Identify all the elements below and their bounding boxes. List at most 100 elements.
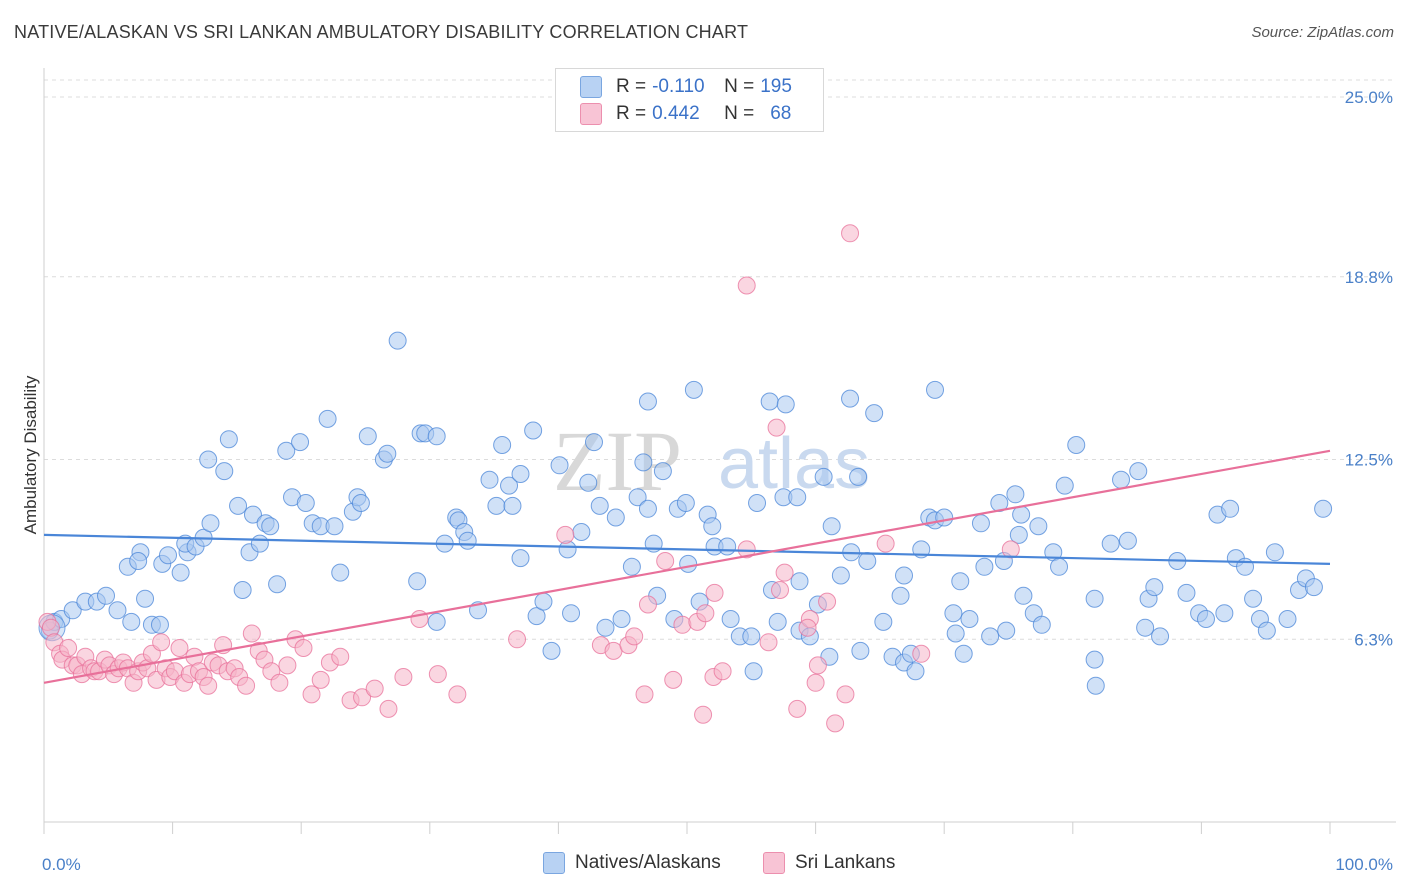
native-point — [1215, 604, 1234, 623]
native-point — [199, 450, 218, 469]
native-point — [851, 641, 870, 660]
native-point — [233, 581, 252, 599]
srilankan-point — [694, 705, 713, 724]
srilankan-point — [705, 583, 724, 602]
legend-row-srilankans: R = 0.442 N = 68 — [556, 101, 791, 127]
native-point — [215, 462, 234, 481]
bottom-legend-swatch-pink — [763, 852, 785, 874]
native-point — [858, 552, 877, 570]
native-point — [63, 601, 82, 620]
native-point — [760, 392, 779, 411]
native-point — [790, 572, 809, 591]
srilankan-point — [170, 639, 189, 657]
series-sri-lankans — [38, 224, 1020, 733]
native-point — [1136, 618, 1155, 637]
srilankan-point — [199, 676, 218, 695]
native-point — [500, 476, 519, 495]
native-point — [744, 662, 763, 681]
native-point — [129, 552, 148, 570]
native-point — [1177, 583, 1196, 602]
native-point — [1118, 531, 1137, 550]
srilankan-point — [775, 563, 794, 582]
native-point — [822, 517, 841, 536]
native-point — [97, 586, 116, 605]
srilankan-point — [912, 644, 931, 663]
legend-swatch-blue — [580, 76, 602, 98]
srilankan-point — [1001, 540, 1020, 559]
native-point — [1278, 610, 1297, 628]
native-point — [296, 494, 315, 512]
y-tick-label: 6.3% — [1354, 630, 1393, 649]
srilankan-point — [788, 699, 807, 718]
native-point — [331, 563, 350, 582]
srilankan-point — [713, 662, 732, 681]
native-point — [572, 523, 591, 541]
native-point — [865, 404, 884, 423]
axes — [43, 68, 1396, 834]
bottom-legend-swatch-blue — [543, 852, 565, 874]
native-point — [1055, 476, 1074, 495]
srilankan-point — [448, 685, 467, 704]
native-point — [1006, 485, 1025, 504]
correlation-legend: R = -0.110 N = 195 R = 0.442 N = 68 — [555, 68, 824, 132]
native-point — [960, 610, 979, 628]
srilankan-point — [806, 673, 825, 692]
native-point — [1265, 543, 1284, 562]
chart-title: NATIVE/ALASKAN VS SRI LANKAN AMBULATORY … — [14, 22, 749, 42]
native-point — [524, 421, 543, 440]
native-point — [250, 534, 269, 553]
srilankan-point — [818, 592, 837, 611]
native-point — [946, 624, 965, 643]
native-point — [150, 615, 169, 634]
native-point — [351, 494, 370, 512]
native-point — [634, 453, 653, 472]
native-point — [596, 618, 615, 637]
native-point — [325, 517, 344, 536]
srilankan-point — [737, 540, 756, 559]
native-point — [718, 537, 737, 556]
srilankan-point — [767, 418, 786, 437]
srilankan-point — [696, 604, 715, 623]
srilankan-point — [656, 552, 675, 570]
srilankan-point — [826, 714, 845, 733]
srilankan-point — [311, 670, 330, 689]
tick-labels: 6.3% 12.5% 18.8% 25.0% 0.0% 100.0% — [42, 88, 1393, 874]
native-point — [975, 557, 994, 576]
srilankan-point — [876, 534, 895, 553]
legend-n-value: 68 — [770, 103, 792, 124]
native-point — [511, 549, 530, 568]
legend-r-value: 0.442 — [652, 103, 700, 124]
native-point — [676, 494, 695, 512]
native-point — [1151, 627, 1170, 646]
y-axis-title: Ambulatory Disability — [21, 375, 40, 534]
srilankan-point — [365, 679, 384, 698]
native-point — [277, 441, 296, 460]
native-point — [1145, 578, 1164, 597]
srilankan-point — [836, 685, 855, 704]
native-point — [388, 331, 407, 350]
legend-n-label: N = — [724, 103, 755, 124]
native-point — [638, 392, 657, 411]
native-point — [831, 566, 850, 585]
native-point — [579, 473, 598, 492]
native-point — [703, 517, 722, 536]
srilankan-point — [737, 276, 756, 295]
native-point — [1257, 621, 1276, 640]
native-point — [935, 508, 954, 527]
x-tick-label: 0.0% — [42, 855, 81, 874]
native-point — [261, 517, 280, 536]
srilankan-point — [428, 665, 447, 684]
srilankan-point — [379, 699, 398, 718]
native-point — [1129, 462, 1148, 481]
native-point — [562, 604, 581, 623]
native-point — [1014, 586, 1033, 605]
native-point — [590, 496, 609, 515]
srilankan-point — [331, 647, 350, 666]
native-point — [653, 462, 672, 481]
legend-r-label: R = — [616, 76, 647, 97]
srilankan-point — [353, 688, 372, 707]
native-point — [408, 572, 427, 591]
bottom-legend-label-natives: Natives/Alaskans — [575, 852, 721, 873]
native-point — [503, 496, 522, 515]
